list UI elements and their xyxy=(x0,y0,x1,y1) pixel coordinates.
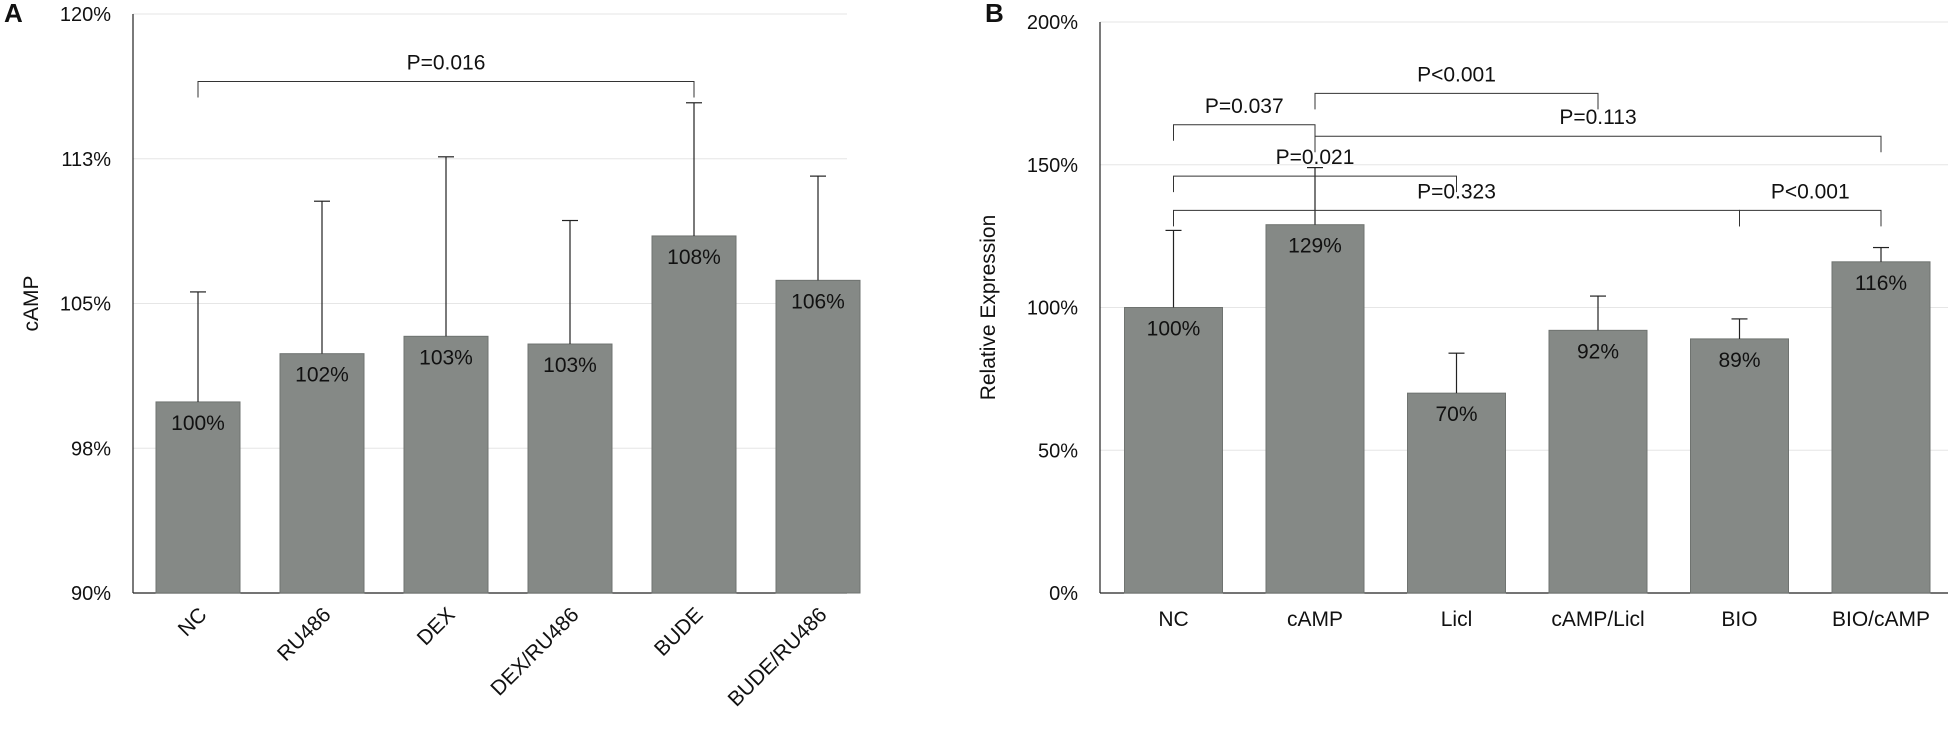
data-label: 103% xyxy=(419,346,473,369)
bar xyxy=(651,235,737,594)
y-tick-label: 105% xyxy=(60,294,111,316)
bar xyxy=(1407,392,1506,594)
x-tick-label: Licl xyxy=(1441,608,1473,631)
p-value-label: P=0.113 xyxy=(1559,106,1636,129)
bar xyxy=(1690,338,1789,594)
bar xyxy=(1548,329,1648,594)
data-label: 106% xyxy=(791,290,845,313)
bar xyxy=(155,401,241,594)
y-axis-label: Relative Expression xyxy=(977,215,1000,401)
x-tick-label: DEX xyxy=(413,603,460,650)
significance-bracket xyxy=(197,81,695,98)
y-tick-label: 98% xyxy=(71,438,111,460)
data-label: 129% xyxy=(1288,235,1342,258)
x-tick-label: DEX/RU486 xyxy=(486,603,583,700)
significance-bracket xyxy=(1173,209,1740,227)
data-label: 108% xyxy=(667,246,721,269)
data-label: 103% xyxy=(543,354,597,377)
p-value-label: P=0.021 xyxy=(1276,146,1355,169)
panel-letter: A xyxy=(4,0,23,28)
x-tick-label: BUDE xyxy=(650,603,708,661)
data-label: 100% xyxy=(1147,318,1201,341)
y-tick-label: 150% xyxy=(1027,155,1078,177)
data-label: 70% xyxy=(1435,403,1477,426)
x-tick-label: NC xyxy=(174,603,212,641)
y-tick-label: 120% xyxy=(60,4,111,26)
x-tick-label: BIO xyxy=(1721,608,1757,631)
y-tick-label: 0% xyxy=(1049,583,1078,605)
panel-letter: B xyxy=(985,0,1004,28)
data-label: 92% xyxy=(1577,340,1619,363)
bar xyxy=(403,335,489,594)
bar xyxy=(1265,224,1365,594)
data-label: 102% xyxy=(295,364,349,387)
y-axis-label: cAMP xyxy=(20,275,43,331)
bar xyxy=(279,353,365,594)
y-tick-label: 200% xyxy=(1027,12,1078,34)
significance-bracket xyxy=(1314,92,1599,110)
bar xyxy=(775,279,861,594)
x-tick-label: RU486 xyxy=(273,603,335,665)
chart-panel-b: 0% 50% 100% 150% 200% Relative Expression B 100… xyxy=(977,0,1948,631)
p-value-label: P=0.037 xyxy=(1205,95,1284,118)
x-tick-label: cAMP/Licl xyxy=(1551,608,1644,631)
y-tick-label: 100% xyxy=(1027,298,1078,320)
data-label: 116% xyxy=(1855,272,1907,295)
p-value-label: P=0.016 xyxy=(407,52,486,75)
x-tick-label: BUDE/RU486 xyxy=(724,603,832,711)
data-label: 89% xyxy=(1718,349,1760,372)
x-tick-label: cAMP xyxy=(1287,608,1343,631)
bar xyxy=(527,343,613,594)
significance-bracket xyxy=(1314,135,1882,153)
significance-bracket xyxy=(1173,124,1316,141)
p-value-label: P<0.001 xyxy=(1771,180,1850,203)
y-tick-label: 113% xyxy=(61,149,111,171)
significance-bracket xyxy=(1173,175,1457,193)
significance-bracket xyxy=(1739,209,1882,227)
bar xyxy=(1124,307,1223,594)
x-tick-label: BIO/cAMP xyxy=(1832,608,1930,631)
bar xyxy=(1831,261,1931,594)
y-tick-label: 50% xyxy=(1038,440,1078,462)
p-value-label: P<0.001 xyxy=(1417,63,1496,86)
chart-panel-a: 90% 98% 105% 113% 120% cAMP A 100% NC 102% RU486 10… xyxy=(4,0,861,711)
x-tick-label: NC xyxy=(1158,608,1188,631)
data-label: 100% xyxy=(171,412,225,435)
y-tick-label: 90% xyxy=(71,583,111,605)
p-value-label: P=0.323 xyxy=(1417,180,1496,203)
